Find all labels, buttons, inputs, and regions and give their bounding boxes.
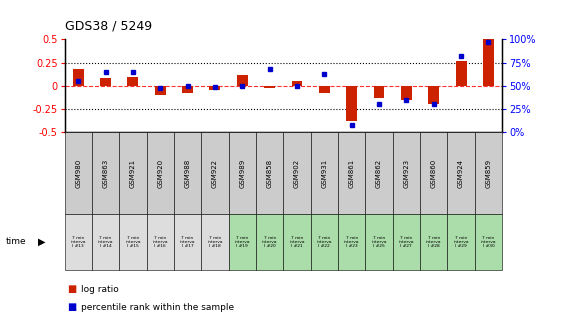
Text: 7 min
interva
l #21: 7 min interva l #21 bbox=[289, 236, 305, 248]
Text: GSM858: GSM858 bbox=[266, 159, 273, 188]
Bar bbox=[237, 75, 248, 86]
Text: 7 min
interva
l #25: 7 min interva l #25 bbox=[371, 236, 387, 248]
Text: GSM860: GSM860 bbox=[431, 159, 436, 188]
Bar bbox=[182, 86, 193, 93]
Text: GSM988: GSM988 bbox=[185, 159, 191, 188]
Bar bbox=[456, 61, 467, 86]
Bar bbox=[155, 86, 165, 95]
Bar bbox=[346, 86, 357, 121]
Text: GSM989: GSM989 bbox=[240, 159, 245, 188]
Bar bbox=[100, 78, 111, 86]
Text: log ratio: log ratio bbox=[81, 285, 119, 294]
Text: 7 min
interva
l #15: 7 min interva l #15 bbox=[125, 236, 141, 248]
Text: GSM920: GSM920 bbox=[157, 159, 163, 188]
Bar bbox=[374, 86, 384, 98]
Text: GSM859: GSM859 bbox=[485, 159, 491, 188]
Text: GSM924: GSM924 bbox=[458, 159, 464, 188]
Bar bbox=[209, 86, 220, 90]
Text: 7 min
interva
l #18: 7 min interva l #18 bbox=[207, 236, 223, 248]
Text: ■: ■ bbox=[67, 284, 76, 294]
Text: GSM861: GSM861 bbox=[349, 159, 355, 188]
Text: GSM921: GSM921 bbox=[130, 159, 136, 188]
Text: 7 min
interva
l #14: 7 min interva l #14 bbox=[98, 236, 113, 248]
Text: ■: ■ bbox=[67, 302, 76, 312]
Text: ▶: ▶ bbox=[38, 237, 45, 247]
Text: 7 min
interva
l #13: 7 min interva l #13 bbox=[71, 236, 86, 248]
Text: 7 min
interva
l #30: 7 min interva l #30 bbox=[481, 236, 496, 248]
Text: GSM931: GSM931 bbox=[321, 159, 327, 188]
Bar bbox=[483, 39, 494, 86]
Text: percentile rank within the sample: percentile rank within the sample bbox=[81, 303, 234, 312]
Text: GSM862: GSM862 bbox=[376, 159, 382, 188]
Bar bbox=[127, 77, 139, 86]
Bar bbox=[73, 69, 84, 86]
Text: GSM923: GSM923 bbox=[403, 159, 410, 188]
Text: time: time bbox=[6, 237, 26, 247]
Text: 7 min
interva
l #23: 7 min interva l #23 bbox=[344, 236, 360, 248]
Text: GSM922: GSM922 bbox=[212, 159, 218, 188]
Text: GSM980: GSM980 bbox=[75, 159, 81, 188]
Text: 7 min
interva
l #22: 7 min interva l #22 bbox=[316, 236, 332, 248]
Text: 7 min
interva
l #19: 7 min interva l #19 bbox=[234, 236, 250, 248]
Bar bbox=[319, 86, 330, 93]
Text: 7 min
interva
l #27: 7 min interva l #27 bbox=[399, 236, 414, 248]
Bar bbox=[264, 86, 275, 88]
Text: 7 min
interva
l #28: 7 min interva l #28 bbox=[426, 236, 442, 248]
Text: 7 min
interva
l #17: 7 min interva l #17 bbox=[180, 236, 195, 248]
Text: GSM902: GSM902 bbox=[294, 159, 300, 188]
Text: 7 min
interva
l #16: 7 min interva l #16 bbox=[153, 236, 168, 248]
Bar bbox=[292, 81, 302, 86]
Text: GSM863: GSM863 bbox=[103, 159, 108, 188]
Bar bbox=[428, 86, 439, 105]
Text: GDS38 / 5249: GDS38 / 5249 bbox=[65, 20, 151, 33]
Text: 7 min
interva
l #20: 7 min interva l #20 bbox=[262, 236, 277, 248]
Text: 7 min
interva
l #29: 7 min interva l #29 bbox=[453, 236, 469, 248]
Bar bbox=[401, 86, 412, 100]
